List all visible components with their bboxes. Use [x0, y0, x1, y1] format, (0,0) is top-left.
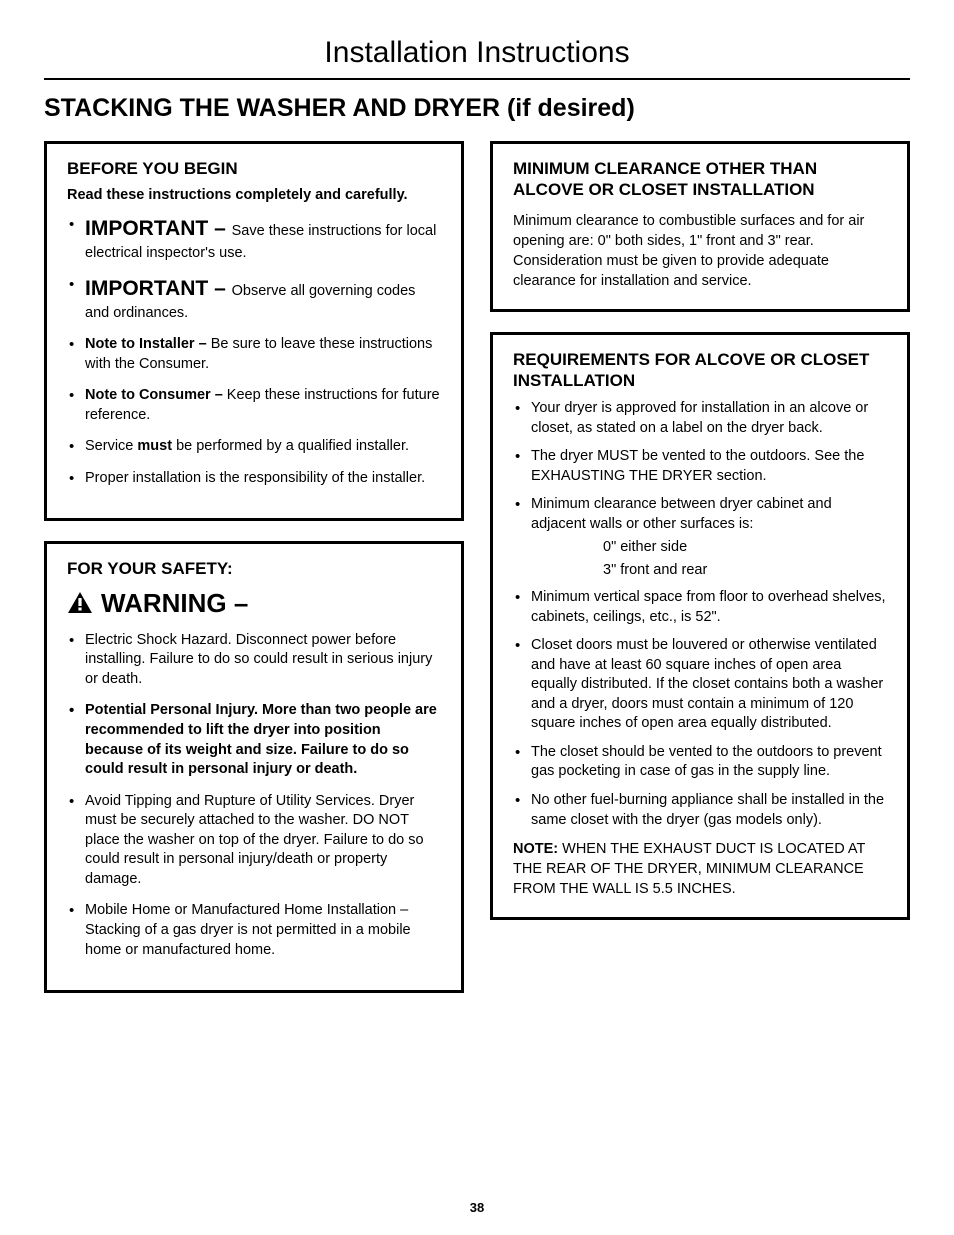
proper-install-item: Proper installation is the responsibilit… — [67, 469, 441, 489]
alcove-list-2: Minimum vertical space from floor to ove… — [513, 588, 887, 830]
before-intro: Read these instructions completely and c… — [67, 187, 441, 203]
note-body: WHEN THE EXHAUST DUCT IS LOCATED AT THE … — [513, 841, 865, 897]
important-label: IMPORTANT — [85, 217, 208, 240]
alcove-item-7: No other fuel-burning appliance shall be… — [513, 791, 887, 830]
page-number: 38 — [0, 1200, 954, 1215]
important-item-2: IMPORTANT – Observe all governing codes … — [67, 275, 441, 323]
section-title: STACKING THE WASHER AND DRYER (if desire… — [44, 94, 910, 123]
min-clearance-body: Minimum clearance to combustible surface… — [513, 211, 887, 291]
before-you-begin-panel: BEFORE YOU BEGIN Read these instructions… — [44, 141, 464, 521]
alcove-sub-1: 0" either side — [513, 537, 887, 557]
note-installer-label: Note to Installer – — [85, 336, 211, 352]
min-clearance-heading: MINIMUM CLEARANCE OTHER THAN ALCOVE OR C… — [513, 158, 887, 201]
alcove-item-6: The closet should be vented to the outdo… — [513, 743, 887, 782]
content-columns: BEFORE YOU BEGIN Read these instructions… — [44, 141, 910, 993]
alcove-sub-2: 3" front and rear — [513, 560, 887, 580]
note-consumer-label: Note to Consumer – — [85, 387, 227, 403]
alcove-item-3: Minimum clearance between dryer cabinet … — [513, 495, 887, 534]
note-label: NOTE: — [513, 841, 562, 857]
alcove-item-5: Closet doors must be louvered or otherwi… — [513, 636, 887, 734]
warning-row: WARNING – — [67, 588, 441, 619]
safety-heading: FOR YOUR SAFETY: — [67, 558, 441, 579]
before-heading: BEFORE YOU BEGIN — [67, 158, 441, 179]
alcove-panel: REQUIREMENTS FOR ALCOVE OR CLOSET INSTAL… — [490, 332, 910, 921]
safety-item-3: Avoid Tipping and Rupture of Utility Ser… — [67, 792, 441, 890]
alcove-item-1: Your dryer is approved for installation … — [513, 399, 887, 438]
alcove-item-4: Minimum vertical space from floor to ove… — [513, 588, 887, 627]
alcove-note: NOTE: WHEN THE EXHAUST DUCT IS LOCATED A… — [513, 839, 887, 899]
alcove-item-2: The dryer MUST be vented to the outdoors… — [513, 447, 887, 486]
note-consumer-item: Note to Consumer – Keep these instructio… — [67, 386, 441, 425]
min-clearance-panel: MINIMUM CLEARANCE OTHER THAN ALCOVE OR C… — [490, 141, 910, 312]
dash: – — [208, 217, 231, 240]
right-column: MINIMUM CLEARANCE OTHER THAN ALCOVE OR C… — [490, 141, 910, 993]
safety-item-1: Electric Shock Hazard. Disconnect power … — [67, 631, 441, 690]
alcove-list: Your dryer is approved for installation … — [513, 399, 887, 534]
service-pre: Service — [85, 438, 137, 454]
before-list: IMPORTANT – Save these instructions for … — [67, 215, 441, 488]
safety-item-2: Potential Personal Injury. More than two… — [67, 701, 441, 779]
safety-list: Electric Shock Hazard. Disconnect power … — [67, 631, 441, 960]
note-installer-item: Note to Installer – Be sure to leave the… — [67, 335, 441, 374]
safety-item-4: Mobile Home or Manufactured Home Install… — [67, 901, 441, 960]
left-column: BEFORE YOU BEGIN Read these instructions… — [44, 141, 464, 993]
warning-label: WARNING – — [101, 588, 248, 619]
service-item: Service must be performed by a qualified… — [67, 437, 441, 457]
page-title: Installation Instructions — [44, 36, 910, 80]
important-item-1: IMPORTANT – Save these instructions for … — [67, 215, 441, 263]
safety-panel: FOR YOUR SAFETY: WARNING – Electric Shoc… — [44, 541, 464, 993]
service-post: be performed by a qualified installer. — [172, 438, 409, 454]
service-bold: must — [137, 438, 172, 454]
warning-triangle-icon — [67, 591, 93, 615]
alcove-heading: REQUIREMENTS FOR ALCOVE OR CLOSET INSTAL… — [513, 349, 887, 392]
important-label: IMPORTANT — [85, 277, 208, 300]
dash: – — [208, 277, 231, 300]
